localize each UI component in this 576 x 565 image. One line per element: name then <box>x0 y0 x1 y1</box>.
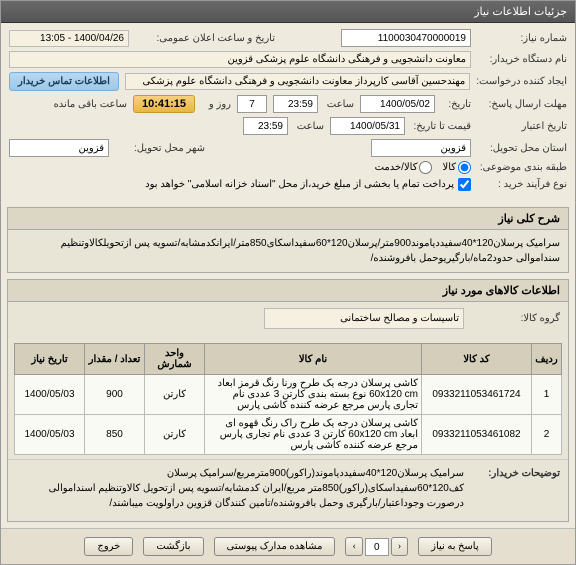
col-unit: واحد شمارش <box>145 344 205 375</box>
col-qty: تعداد / مقدار <box>85 344 145 375</box>
goods-table: ردیف کد کالا نام کالا واحد شمارش تعداد /… <box>14 343 562 455</box>
purchase-note: پرداخت تمام یا بخشی از مبلغ خرید،از محل … <box>145 179 454 190</box>
goods-group-value: تاسیسات و مصالح ساختمانی <box>264 308 464 329</box>
days-value: 7 <box>237 95 267 113</box>
radio-goods-service[interactable] <box>419 161 432 174</box>
days-label: روز و <box>201 99 231 110</box>
delivery-type-label: طبقه بندی موضوعی: <box>477 162 567 173</box>
validity-sublabel: قیمت تا تاریخ: <box>411 121 471 132</box>
requester-value: مهندحسین آقاسی کارپرداز معاونت دانشجویی … <box>125 73 470 90</box>
cell-unit: کارتن <box>145 415 205 455</box>
requester-label: ایجاد کننده درخواست: <box>476 76 567 87</box>
pager-prev-button[interactable]: ‹ <box>391 537 408 556</box>
buyer-notes-text: سرامیک پرسلان120*40سفیددیاموند(راکور)900… <box>16 466 464 511</box>
cell-n: 1 <box>532 375 562 415</box>
cell-name: کاشی پرسلان درجه یک طرح ورنا رنگ قرمز اب… <box>205 375 422 415</box>
cell-unit: کارتن <box>145 375 205 415</box>
cell-code: 0933211053461082 <box>422 415 532 455</box>
deadline-date: 1400/05/02 <box>360 95 435 113</box>
buyer-contact-button[interactable]: اطلاعات تماس خریدار <box>9 72 119 91</box>
buyer-notes-title: توضیحات خریدار: <box>470 466 560 481</box>
announce-value: 1400/04/26 - 13:05 <box>9 30 129 47</box>
deadline-hour: 23:59 <box>273 95 318 113</box>
goods-section-title: اطلاعات کالاهای مورد نیاز <box>8 280 568 302</box>
buyer-value: معاونت دانشجویی و فرهنگی دانشگاه علوم پز… <box>9 51 471 68</box>
radio-goods-label: کالا <box>442 162 456 173</box>
deadline-sublabel: تاریخ: <box>441 99 471 110</box>
back-button[interactable]: بازگشت <box>143 537 203 556</box>
exit-button[interactable]: خروج <box>84 537 133 556</box>
col-code: کد کالا <box>422 344 532 375</box>
cell-code: 0933211053461724 <box>422 375 532 415</box>
cell-n: 2 <box>532 415 562 455</box>
summary-text: سرامیک پرسلان120*40سفیددیاموند900متر/پرس… <box>8 230 568 272</box>
docs-button[interactable]: مشاهده مدارک پیوستی <box>214 537 336 556</box>
hour-label: ساعت <box>324 99 354 110</box>
window-title: جزئیات اطلاعات نیاز <box>1 1 575 23</box>
col-name: نام کالا <box>205 344 422 375</box>
pager-next-button[interactable]: › <box>345 537 362 556</box>
announce-label: تاریخ و ساعت اعلان عمومی: <box>135 33 275 44</box>
province-label: استان محل تحویل: <box>477 143 567 154</box>
cell-qty: 900 <box>85 375 145 415</box>
province-value: قزوین <box>371 139 471 157</box>
col-row: ردیف <box>532 344 562 375</box>
city-value: قزوین <box>9 139 109 157</box>
countdown-timer: 10:41:15 <box>133 95 195 113</box>
buyer-label: نام دستگاه خریدار: <box>477 54 567 65</box>
pager-value: 0 <box>365 538 389 556</box>
validity-date: 1400/05/31 <box>330 117 405 135</box>
goods-group-label: گروه کالا: <box>470 311 560 326</box>
purchase-type-label: نوع فرآیند خرید : <box>477 179 567 190</box>
cell-date: 1400/05/03 <box>15 375 85 415</box>
summary-title: شرح کلی نیاز <box>8 208 568 230</box>
table-row: 20933211053461082کاشی پرسلان درجه یک طرح… <box>15 415 562 455</box>
validity-hour: 23:59 <box>243 117 288 135</box>
validity-label: تاریخ اعتبار <box>477 121 567 132</box>
radio-goods-service-label: کالا/خدمت <box>375 162 418 173</box>
cell-qty: 850 <box>85 415 145 455</box>
respond-button[interactable]: پاسخ به نیاز <box>418 537 492 556</box>
table-row: 10933211053461724کاشی پرسلان درجه یک طرح… <box>15 375 562 415</box>
cell-name: کاشی پرسلان درجه یک طرح راک رنگ قهوه ای … <box>205 415 422 455</box>
purchase-checkbox[interactable] <box>458 178 471 191</box>
validity-hour-label: ساعت <box>294 121 324 132</box>
radio-goods[interactable] <box>458 161 471 174</box>
need-no-field: 1100030470000019 <box>341 29 471 47</box>
countdown-label: ساعت باقی مانده <box>54 99 127 110</box>
need-no-label: شماره نیاز: <box>477 33 567 44</box>
delivery-type-radios: کالا کالا/خدمت <box>375 161 471 174</box>
col-date: تاریخ نیاز <box>15 344 85 375</box>
deadline-label: مهلت ارسال پاسخ: <box>477 99 567 110</box>
city-label: شهر محل تحویل: <box>115 143 205 154</box>
cell-date: 1400/05/03 <box>15 415 85 455</box>
